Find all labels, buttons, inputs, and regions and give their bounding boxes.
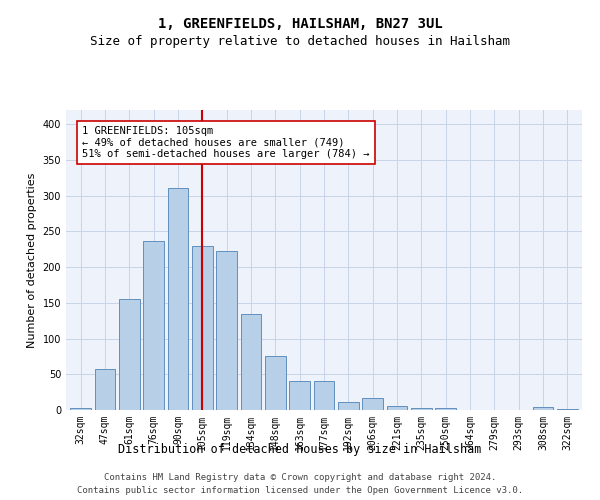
Bar (119, 300, 140, 410)
Text: 1, GREENFIELDS, HAILSHAM, BN27 3UL: 1, GREENFIELDS, HAILSHAM, BN27 3UL (158, 18, 442, 32)
Bar (265, 356, 286, 410)
Y-axis label: Number of detached properties: Number of detached properties (27, 172, 37, 348)
Bar (143, 242, 164, 410)
Bar (216, 252, 237, 410)
Bar (557, 408, 578, 410)
Bar (386, 406, 407, 410)
Bar (314, 380, 334, 410)
Bar (338, 402, 359, 410)
Bar (362, 398, 383, 410)
Bar (241, 314, 262, 410)
Text: 1 GREENFIELDS: 105sqm
← 49% of detached houses are smaller (749)
51% of semi-det: 1 GREENFIELDS: 105sqm ← 49% of detached … (82, 126, 370, 159)
Bar (192, 246, 212, 410)
Text: Distribution of detached houses by size in Hailsham: Distribution of detached houses by size … (118, 442, 482, 456)
Bar (95, 370, 115, 410)
Bar (533, 407, 553, 410)
Text: Contains HM Land Registry data © Crown copyright and database right 2024.: Contains HM Land Registry data © Crown c… (104, 472, 496, 482)
Bar (167, 188, 188, 410)
Text: Size of property relative to detached houses in Hailsham: Size of property relative to detached ho… (90, 35, 510, 48)
Bar (411, 408, 432, 410)
Text: Contains public sector information licensed under the Open Government Licence v3: Contains public sector information licen… (77, 486, 523, 495)
Bar (436, 408, 456, 410)
Bar (70, 408, 91, 410)
Bar (289, 382, 310, 410)
